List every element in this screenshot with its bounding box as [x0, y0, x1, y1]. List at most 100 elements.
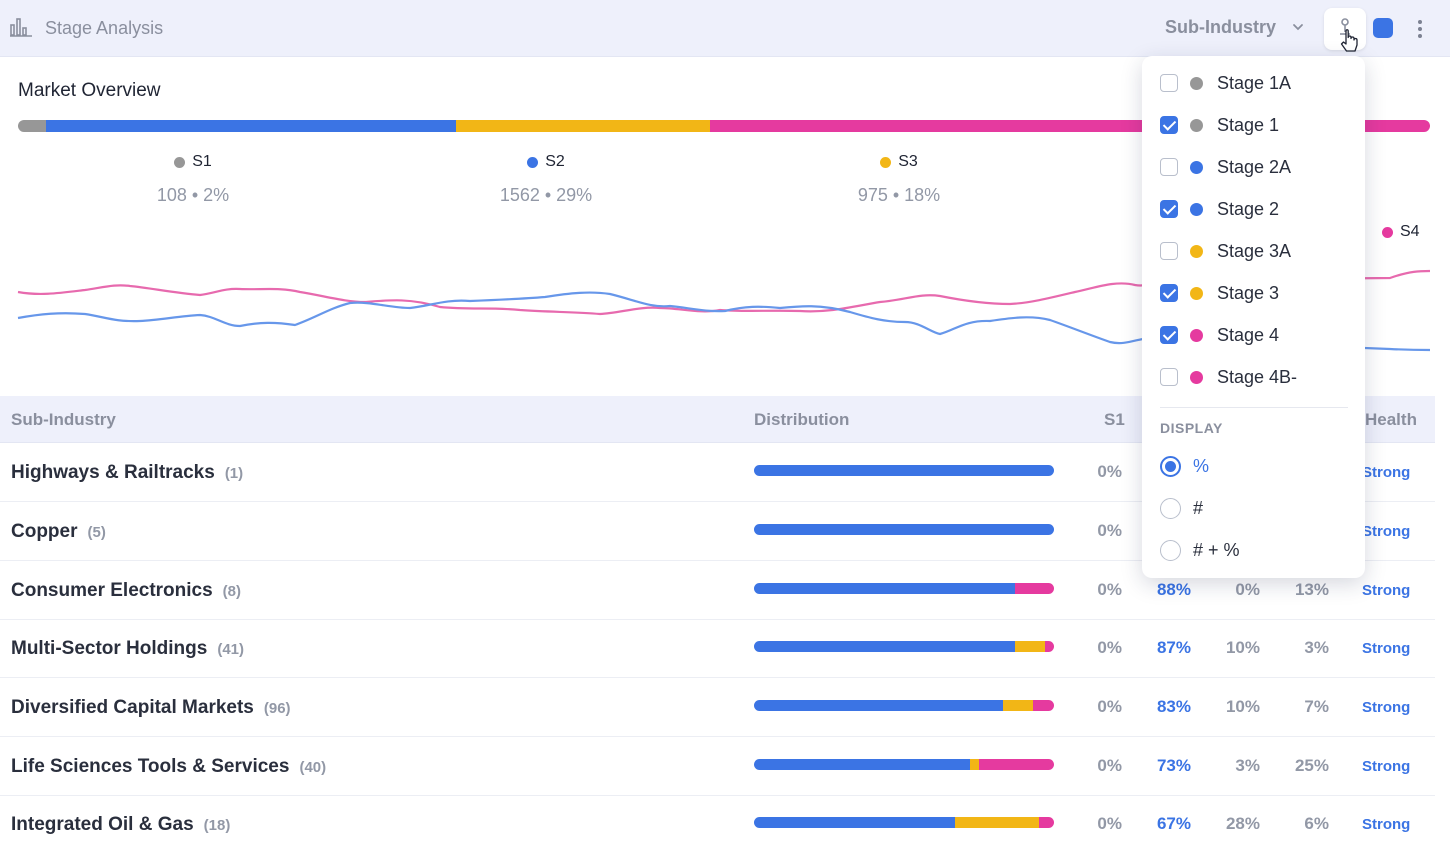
legend-s4: S4: [1382, 223, 1420, 241]
cell-s4: 3%: [1304, 638, 1329, 657]
row-name-text: Copper: [11, 521, 78, 542]
checkbox[interactable]: [1160, 74, 1178, 92]
checkbox[interactable]: [1160, 200, 1178, 218]
group-by-select[interactable]: Sub-Industry: [1165, 17, 1276, 37]
color-swatch-button[interactable]: [1373, 18, 1393, 38]
cell-s1: 0%: [1097, 462, 1122, 481]
cell-s1: 0%: [1097, 756, 1122, 775]
stage-option-2a[interactable]: Stage 2A: [1160, 155, 1291, 179]
chevron-down-icon[interactable]: [1292, 21, 1304, 33]
cell-s2: 73%: [1156, 756, 1191, 775]
stage-option-label: Stage 1: [1217, 114, 1280, 135]
stage-option-label: Stage 3A: [1217, 240, 1292, 261]
trend-line-s4: [17, 269, 1431, 316]
table-row[interactable]: Diversified Capital Markets (96) 0% 83% 1…: [0, 678, 1435, 737]
cell-s1: 0%: [1097, 580, 1122, 599]
stage-option-4b[interactable]: Stage 4B-: [1160, 365, 1297, 389]
stage-color-dot: [1190, 118, 1203, 132]
row-name-text: Integrated Oil & Gas: [11, 814, 194, 835]
table-row[interactable]: Consumer Electronics (8) 0% 88% 0% 13% St…: [0, 561, 1435, 620]
row-name-text: Diversified Capital Markets: [11, 697, 254, 718]
row-name: Highways & Railtracks (1): [11, 462, 243, 484]
row-count: (18): [203, 817, 231, 834]
page-title: Stage Analysis: [45, 18, 164, 38]
stage-option-2[interactable]: Stage 2: [1160, 197, 1279, 221]
stage-option-3a[interactable]: Stage 3A: [1160, 239, 1291, 263]
checkbox[interactable]: [1160, 368, 1178, 386]
stage-option-4[interactable]: Stage 4: [1160, 323, 1279, 347]
cell-s4: 25%: [1294, 756, 1329, 775]
stacked-bar-segment-s1: [18, 120, 47, 132]
stage-filter-icon: [1340, 18, 1350, 35]
health-link[interactable]: Strong: [1362, 523, 1411, 540]
cell-s2: 88%: [1156, 580, 1191, 599]
header-bar: Stage Analysis Sub-Industry: [0, 0, 1450, 57]
cell-s2: 83%: [1156, 697, 1191, 716]
stage-option-3[interactable]: Stage 3: [1160, 281, 1279, 305]
checkbox[interactable]: [1160, 158, 1178, 176]
health-link[interactable]: Strong: [1362, 464, 1411, 481]
trend-line-s2: [17, 291, 1431, 352]
cell-s4: 7%: [1304, 697, 1329, 716]
stage-option-label: Stage 2A: [1217, 156, 1292, 177]
stage-option-1a[interactable]: Stage 1A: [1160, 71, 1291, 95]
display-option-percent[interactable]: %: [1160, 454, 1209, 478]
row-name: Life Sciences Tools & Services (40): [11, 756, 326, 778]
health-link[interactable]: Strong: [1362, 816, 1411, 833]
health-link[interactable]: Strong: [1362, 640, 1411, 657]
table-row[interactable]: Highways & Railtracks (1) 0% Strong: [0, 443, 1435, 502]
cell-s1: 0%: [1097, 638, 1122, 657]
checkbox[interactable]: [1160, 326, 1178, 344]
radio-button[interactable]: [1160, 497, 1181, 519]
table-row[interactable]: Copper (5) 0% Strong: [0, 502, 1435, 561]
distribution-segment: [979, 759, 1054, 770]
display-option-label: #: [1193, 497, 1204, 518]
column-header-distribution[interactable]: Distribution: [754, 410, 850, 429]
display-option-count[interactable]: #: [1160, 496, 1203, 520]
checkbox[interactable]: [1160, 284, 1178, 302]
s3-dot: [880, 156, 892, 168]
row-name: Integrated Oil & Gas (18): [11, 814, 230, 836]
table-row[interactable]: Integrated Oil & Gas (18) 0% 67% 28% 6% S…: [0, 795, 1435, 851]
distribution-bar: [754, 524, 1054, 535]
column-header-subindustry[interactable]: Sub-Industry: [11, 410, 116, 429]
table-row[interactable]: Life Sciences Tools & Services (40) 0% 73…: [0, 737, 1435, 796]
stacked-bar-segment-s2: [46, 120, 456, 132]
s2-dot: [527, 156, 539, 168]
health-link[interactable]: Strong: [1362, 699, 1411, 716]
row-count: (5): [87, 524, 106, 541]
checkbox[interactable]: [1160, 116, 1178, 134]
cell-s4: 13%: [1294, 580, 1329, 599]
health-link[interactable]: Strong: [1362, 582, 1411, 599]
legend-s1: S1 108 • 2%: [93, 153, 293, 206]
distribution-bar: [754, 641, 1054, 652]
display-option-label: # + %: [1193, 539, 1240, 560]
display-option-count-percent[interactable]: # + %: [1160, 538, 1240, 562]
stage-filter-button[interactable]: [1324, 8, 1366, 50]
row-count: (40): [299, 759, 327, 776]
column-header-health[interactable]: Health: [1365, 410, 1417, 429]
distribution-bar: [754, 759, 1054, 770]
cell-s1: 0%: [1097, 521, 1122, 540]
checkbox[interactable]: [1160, 242, 1178, 260]
cell-s2: 87%: [1156, 638, 1191, 657]
health-link[interactable]: Strong: [1362, 758, 1411, 775]
legend-s2: S2 1562 • 29%: [446, 153, 646, 206]
cell-s3: 3%: [1235, 756, 1260, 775]
distribution-segment: [754, 700, 1003, 711]
column-header-s1[interactable]: S1: [1104, 410, 1125, 429]
table-row[interactable]: Multi-Sector Holdings (41) 0% 87% 10% 3% …: [0, 619, 1435, 678]
stage-color-dot: [1190, 286, 1203, 300]
more-vertical-icon[interactable]: [1412, 18, 1428, 40]
display-option-label: %: [1193, 455, 1210, 476]
row-name-text: Consumer Electronics: [11, 580, 213, 601]
row-name: Consumer Electronics (8): [11, 580, 241, 602]
trend-line-chart: [17, 269, 1431, 352]
radio-button[interactable]: [1160, 455, 1181, 477]
radio-button[interactable]: [1160, 539, 1181, 561]
stage-color-dot: [1190, 76, 1203, 90]
distribution-segment: [754, 524, 1054, 535]
stage-option-1[interactable]: Stage 1: [1160, 113, 1279, 137]
stage-option-label: Stage 3: [1217, 282, 1280, 303]
divider: [1160, 407, 1348, 408]
